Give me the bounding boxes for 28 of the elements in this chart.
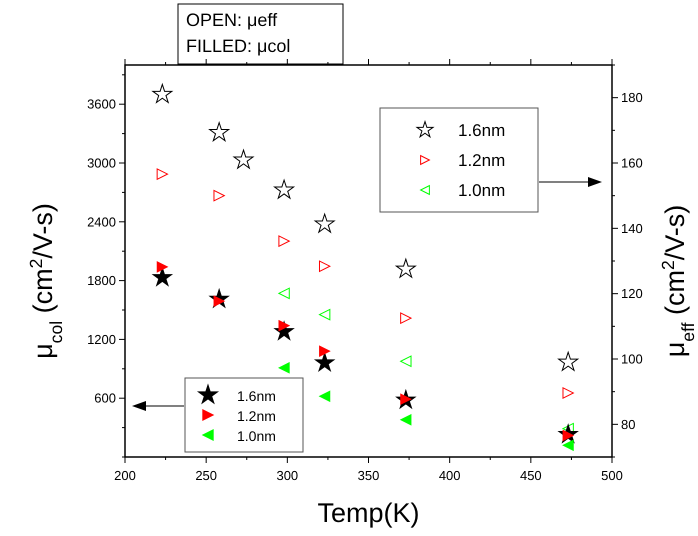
text: FILLED: μcol [186,36,290,56]
y-tick-label: 1800 [87,273,116,288]
x-tick-label: 250 [195,468,218,483]
legend-label: 1.6nm [237,388,276,404]
x-tick-label: 300 [276,468,298,483]
y2-tick-label: 140 [621,220,643,236]
y-tick-label: 3000 [87,156,116,170]
legend-label: 1.2nm [237,408,276,424]
y-tick-label: 3600 [87,96,116,112]
legend-label: 1.0nm [237,428,276,444]
x-tick-label: 350 [358,468,380,483]
legend-label: 1.0nm [458,181,506,200]
y-tick-label: 2400 [87,214,116,230]
x-tick-label: 400 [438,468,461,483]
x-tick-label: 450 [520,468,542,483]
legend-label: 1.2nm [458,151,506,170]
y2-tick-label: 80 [621,416,636,432]
x-tick-label: 200 [114,468,136,483]
y-tick-label: 1200 [87,332,116,347]
y2-tick-label: 180 [621,90,643,106]
x-tick-label: 500 [601,468,623,483]
y2-tick-label: 160 [621,156,643,170]
y2-tick-label: 100 [621,352,643,366]
legend-label: 1.6nm [458,121,506,140]
y2-tick-label: 120 [621,286,643,302]
x-axis-title: Temp(K) [317,498,420,528]
y-tick-label: 600 [94,390,116,406]
text: OPEN: μeff [186,10,278,30]
